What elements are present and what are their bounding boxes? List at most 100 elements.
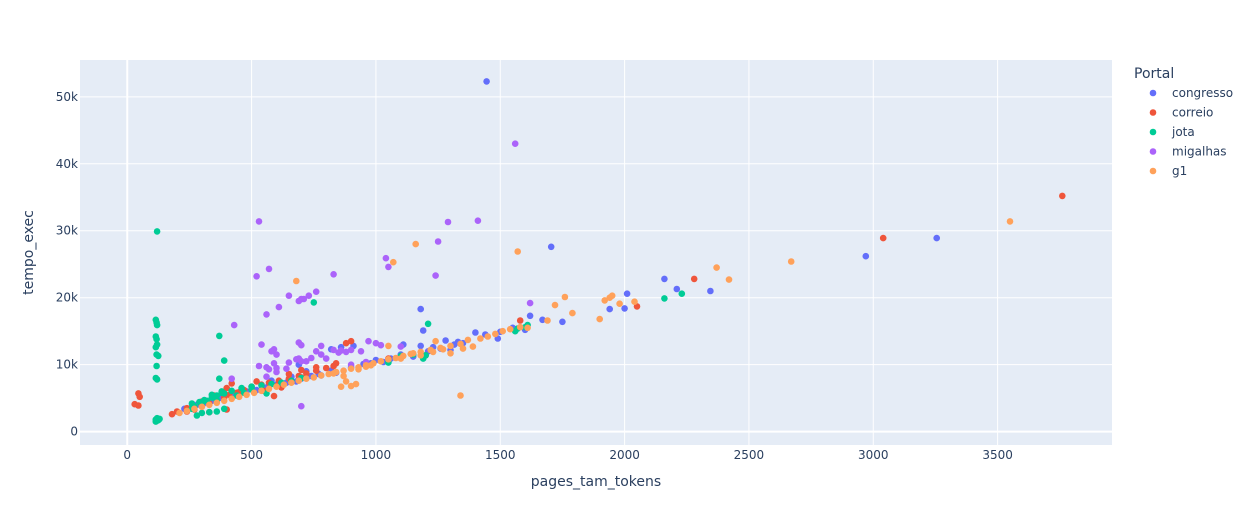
data-point bbox=[678, 290, 686, 298]
x-tick-label: 1500 bbox=[485, 448, 516, 462]
data-point bbox=[444, 218, 452, 226]
data-point bbox=[298, 358, 305, 365]
data-point bbox=[228, 387, 235, 395]
data-point bbox=[516, 323, 524, 331]
legend-label: jota bbox=[1171, 125, 1195, 139]
x-tick-label: 0 bbox=[123, 448, 131, 462]
legend-item-congresso[interactable]: congresso bbox=[1149, 86, 1233, 100]
data-point bbox=[191, 405, 198, 413]
data-point bbox=[312, 364, 320, 371]
data-point bbox=[559, 318, 566, 326]
data-point bbox=[442, 337, 449, 344]
y-tick-label: 50k bbox=[56, 90, 78, 104]
data-point bbox=[206, 408, 213, 416]
data-point bbox=[258, 387, 265, 395]
legend-label: migalhas bbox=[1172, 145, 1227, 159]
plot-background bbox=[80, 60, 1112, 445]
data-point bbox=[235, 393, 243, 401]
data-point bbox=[293, 277, 300, 285]
data-point bbox=[506, 325, 514, 333]
legend-item-jota[interactable]: jota bbox=[1149, 125, 1195, 139]
data-point bbox=[472, 329, 479, 336]
data-point bbox=[526, 312, 534, 320]
data-point bbox=[223, 384, 230, 392]
data-point bbox=[310, 299, 318, 306]
data-point bbox=[220, 405, 228, 413]
data-point bbox=[263, 373, 270, 381]
data-point bbox=[385, 342, 392, 350]
data-points bbox=[131, 78, 1066, 425]
data-point bbox=[298, 402, 305, 410]
data-point bbox=[429, 348, 437, 356]
data-point bbox=[524, 324, 531, 332]
data-point bbox=[317, 342, 325, 350]
data-point bbox=[216, 375, 223, 383]
data-point bbox=[340, 372, 347, 380]
legend-items[interactable]: congresso correio jota migalhas g1 bbox=[1149, 86, 1233, 178]
data-point bbox=[270, 392, 278, 400]
data-point bbox=[285, 370, 293, 378]
data-point bbox=[310, 374, 318, 381]
grid-lines bbox=[80, 60, 1112, 445]
legend-item-g1[interactable]: g1 bbox=[1149, 164, 1188, 178]
data-point bbox=[268, 348, 275, 355]
data-point bbox=[447, 342, 454, 350]
data-point bbox=[255, 218, 263, 225]
data-point bbox=[298, 366, 305, 374]
data-point bbox=[198, 403, 206, 411]
y-axis-title: tempo_exec bbox=[21, 210, 37, 295]
data-point bbox=[661, 275, 668, 283]
data-point bbox=[608, 292, 616, 300]
data-point bbox=[303, 375, 310, 383]
data-point bbox=[357, 348, 365, 355]
data-point bbox=[298, 341, 305, 349]
data-point bbox=[623, 290, 631, 298]
data-point bbox=[661, 295, 668, 302]
data-point bbox=[330, 271, 337, 278]
data-point bbox=[153, 335, 160, 343]
data-point bbox=[322, 355, 330, 362]
data-point bbox=[228, 395, 235, 403]
data-point bbox=[305, 292, 313, 300]
legend-marker bbox=[1149, 128, 1157, 136]
data-point bbox=[516, 317, 524, 324]
x-tick-label: 2000 bbox=[609, 448, 640, 462]
data-point bbox=[417, 305, 425, 313]
data-point bbox=[424, 320, 432, 328]
data-point bbox=[879, 234, 887, 242]
data-point bbox=[347, 337, 355, 345]
legend-item-migalhas[interactable]: migalhas bbox=[1149, 145, 1227, 159]
data-point bbox=[707, 287, 714, 295]
data-point bbox=[385, 356, 392, 363]
data-point bbox=[285, 292, 293, 300]
data-point bbox=[862, 252, 870, 260]
data-point bbox=[365, 337, 372, 345]
data-point bbox=[342, 339, 350, 347]
data-point bbox=[474, 217, 482, 224]
data-point bbox=[417, 342, 425, 350]
legend-label: congresso bbox=[1172, 86, 1233, 100]
data-point bbox=[280, 381, 288, 389]
data-point bbox=[409, 350, 417, 357]
data-point bbox=[273, 368, 280, 376]
data-point bbox=[295, 377, 303, 385]
data-point bbox=[372, 339, 380, 347]
data-point bbox=[206, 401, 213, 409]
data-point bbox=[551, 301, 559, 309]
data-point bbox=[317, 372, 325, 379]
data-point bbox=[243, 391, 250, 399]
data-point bbox=[544, 317, 551, 324]
data-point bbox=[434, 238, 442, 245]
data-point bbox=[303, 358, 310, 365]
data-point bbox=[337, 347, 345, 354]
data-point bbox=[355, 366, 362, 373]
legend[interactable]: Portal congresso correio jota migalhas g1 bbox=[1134, 66, 1233, 178]
data-point bbox=[342, 378, 350, 385]
data-point bbox=[725, 276, 733, 283]
data-point bbox=[596, 315, 603, 323]
series-g1 bbox=[176, 218, 1014, 417]
data-point bbox=[325, 370, 333, 378]
data-point bbox=[340, 367, 347, 375]
data-point bbox=[213, 392, 221, 399]
legend-item-correio[interactable]: correio bbox=[1149, 106, 1214, 120]
